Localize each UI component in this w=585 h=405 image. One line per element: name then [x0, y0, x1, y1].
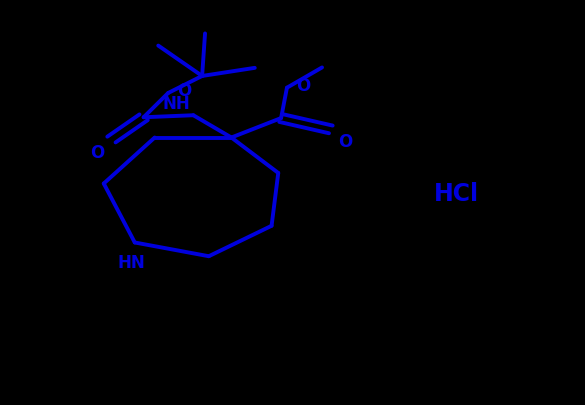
- Text: HN: HN: [118, 254, 146, 272]
- Text: O: O: [338, 133, 352, 151]
- Text: O: O: [297, 77, 311, 95]
- Text: O: O: [177, 82, 191, 100]
- Text: HCl: HCl: [433, 182, 479, 207]
- Text: NH: NH: [163, 95, 191, 113]
- Text: O: O: [90, 144, 105, 162]
